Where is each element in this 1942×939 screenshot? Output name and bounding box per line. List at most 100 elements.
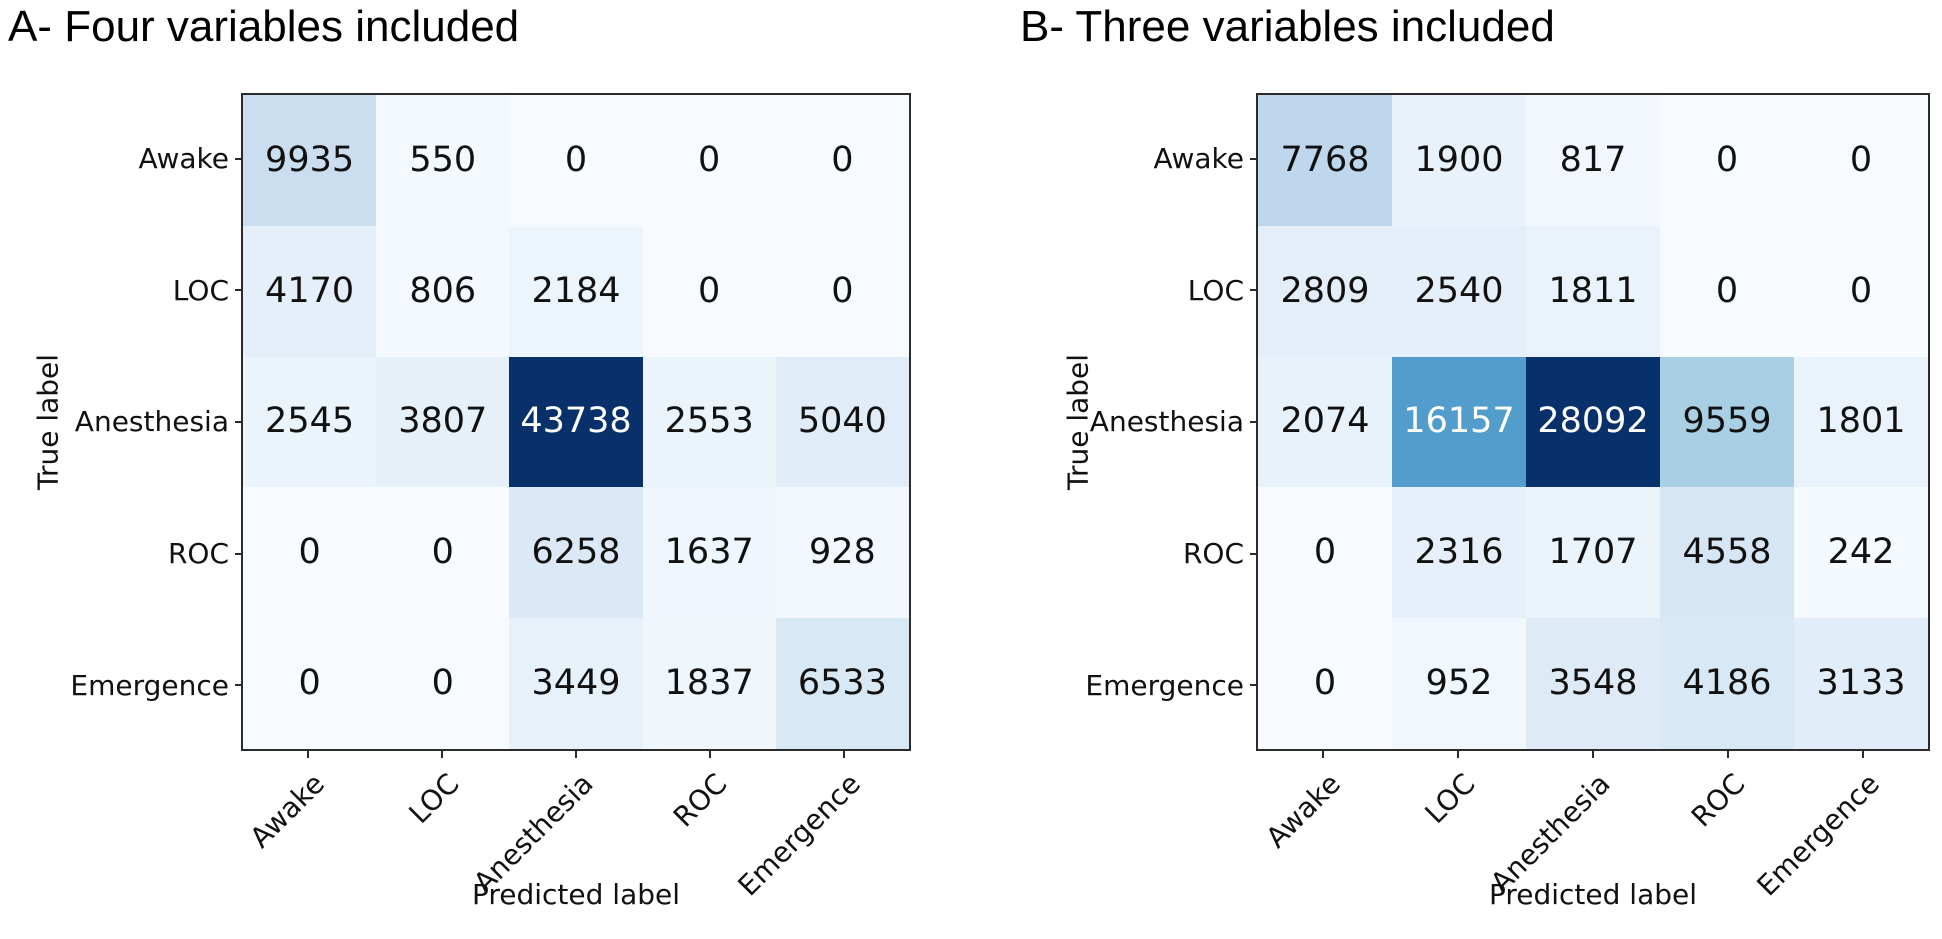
cell-A-Emergence-LOC: 0 [376,618,510,749]
cell-A-Anesthesia-Anesthesia: 43738 [509,356,643,488]
tick-mark [1861,751,1864,758]
cell-B-Emergence-LOC: 952 [1392,618,1526,749]
tick-mark [441,751,443,758]
cell-B-Awake-LOC: 1900 [1392,95,1526,226]
tick-mark [235,157,241,160]
panel-a-x-axis-label: Predicted label [471,878,681,911]
cell-B-Anesthesia-ROC: 9559 [1660,356,1794,488]
y-tick-label: Anesthesia [1089,405,1244,439]
y-tick: ROC [0,488,241,620]
x-tick-label: LOC [402,767,466,831]
tick-mark [307,751,309,758]
x-tick-label: ROC [666,767,734,834]
cell-A-Anesthesia-Awake: 2545 [243,356,377,488]
cell-B-LOC-Awake: 2809 [1258,225,1392,357]
y-tick: Awake [0,93,241,225]
y-tick: Anesthesia [1019,356,1256,488]
cell-B-ROC-ROC: 4558 [1660,487,1794,619]
panel-b-heatmap: 7768 1900 817 0 0 2809 2540 1811 0 0 2074 16157 2809… [1256,93,1930,751]
tick-mark [1592,751,1594,758]
cell-B-Awake-Awake: 7768 [1258,95,1392,226]
panel-a-heatmap: 9935 550 0 0 0 4170 806 2184 0 0 2545 3807 43738 2553… [241,93,911,751]
tick-mark [1250,420,1256,423]
cell-B-ROC-LOC: 2316 [1392,487,1526,619]
tick-mark [1250,289,1256,292]
cell-B-ROC-Awake: 0 [1258,487,1392,619]
y-tick: Emergence [0,619,241,751]
y-tick-label: Emergence [70,668,229,702]
cell-A-Awake-LOC: 550 [376,95,510,226]
y-tick-label: Emergence [1085,668,1244,702]
y-tick-label: LOC [1187,273,1244,307]
cell-A-LOC-Emergence: 0 [775,225,909,357]
tick-mark [235,684,241,687]
cell-A-ROC-Awake: 0 [243,487,377,619]
y-tick: Emergence [1019,619,1256,751]
cell-B-LOC-Emergence: 0 [1794,225,1928,357]
cell-B-Awake-ROC: 0 [1660,95,1794,226]
cell-A-Anesthesia-LOC: 3807 [376,356,510,488]
cell-A-ROC-Anesthesia: 6258 [509,487,643,619]
tick-mark [235,420,241,423]
cell-A-Awake-Anesthesia: 0 [509,95,643,226]
cell-A-ROC-Emergence: 928 [775,487,909,619]
panel-b-y-ticks: Awake LOC Anesthesia ROC Emergence [1019,93,1256,751]
tick-mark [235,552,241,555]
cell-A-Emergence-Awake: 0 [243,618,377,749]
cell-B-LOC-LOC: 2540 [1392,225,1526,357]
x-tick-label: ROC [1684,767,1752,834]
panel-b: B- Three variables included True label A… [971,0,1942,939]
cell-B-Anesthesia-Awake: 2074 [1258,356,1392,488]
cell-A-LOC-LOC: 806 [376,225,510,357]
y-tick: Anesthesia [0,356,241,488]
cell-A-Emergence-ROC: 1837 [642,618,776,749]
x-tick-label: Awake [243,767,332,855]
tick-mark [1726,751,1729,758]
y-tick: ROC [1019,488,1256,620]
tick-mark [1250,684,1256,687]
cell-B-Anesthesia-LOC: 16157 [1392,356,1526,488]
tick-mark [575,751,577,758]
x-tick-label: LOC [1418,767,1482,831]
cell-A-Emergence-Anesthesia: 3449 [509,618,643,749]
panel-a-x-ticks: Awake LOC Anesthesia ROC Emergence [241,751,911,902]
cell-B-Emergence-Emergence: 3133 [1794,618,1928,749]
cell-A-ROC-ROC: 1637 [642,487,776,619]
cell-B-Awake-Emergence: 0 [1794,95,1928,226]
y-tick-label: ROC [167,537,229,571]
cell-A-LOC-ROC: 0 [642,225,776,357]
tick-mark [1322,751,1325,758]
tick-mark [235,289,241,292]
cell-B-Emergence-Anesthesia: 3548 [1526,618,1660,749]
y-tick: Awake [1019,93,1256,225]
panel-b-x-axis-label: Predicted label [1488,878,1698,911]
cell-A-Awake-Emergence: 0 [775,95,909,226]
cell-A-LOC-Awake: 4170 [243,225,377,357]
cell-B-ROC-Anesthesia: 1707 [1526,487,1660,619]
x-tick-label: Emergence [731,767,868,903]
cell-B-ROC-Emergence: 242 [1794,487,1928,619]
tick-mark [709,751,711,758]
cell-A-ROC-LOC: 0 [376,487,510,619]
y-tick: LOC [0,225,241,357]
panel-a-title: A- Four variables included [8,2,520,51]
cell-A-Awake-ROC: 0 [642,95,776,226]
cell-B-LOC-ROC: 0 [1660,225,1794,357]
tick-mark [1457,751,1460,758]
tick-mark [843,751,845,758]
cell-A-Awake-Awake: 9935 [243,95,377,226]
cell-B-Emergence-Awake: 0 [1258,618,1392,749]
cell-B-Awake-Anesthesia: 817 [1526,95,1660,226]
panel-b-title: B- Three variables included [1020,2,1555,51]
panel-a: A- Four variables included True label Aw… [0,2,911,911]
cell-A-Anesthesia-ROC: 2553 [642,356,776,488]
cell-B-Anesthesia-Emergence: 1801 [1794,356,1928,488]
cell-A-LOC-Anesthesia: 2184 [509,225,643,357]
x-tick-label: Emergence [1750,767,1886,903]
y-tick-label: Awake [138,142,229,176]
y-tick: LOC [1019,225,1256,357]
cell-B-LOC-Anesthesia: 1811 [1526,225,1660,357]
cell-A-Anesthesia-Emergence: 5040 [775,356,909,488]
x-tick-label: Awake [1259,767,1347,855]
